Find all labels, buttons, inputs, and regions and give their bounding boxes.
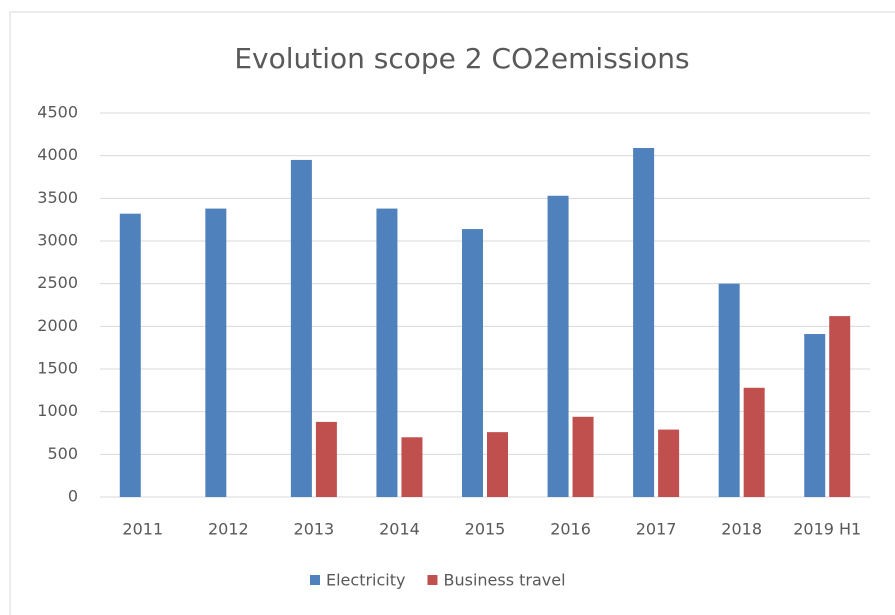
bar [743, 387, 765, 497]
bar [829, 316, 851, 497]
bar [205, 208, 227, 497]
x-tick-label: 2012 [208, 520, 249, 539]
y-tick-label: 3500 [37, 188, 78, 207]
x-tick-label: 2018 [721, 520, 762, 539]
x-tick-label: 2013 [294, 520, 335, 539]
chart-title: Evolution scope 2 CO2emissions [234, 42, 689, 75]
bar [119, 213, 141, 497]
x-tick-label: 2015 [465, 520, 506, 539]
bar [572, 416, 594, 497]
bar [315, 421, 337, 497]
bar [462, 229, 483, 497]
bar [804, 334, 826, 497]
legend-swatch [427, 575, 438, 585]
bar [290, 159, 312, 497]
y-tick-label: 3000 [37, 231, 78, 250]
legend-label: Electricity [326, 571, 405, 590]
legend-swatch [310, 575, 320, 585]
x-tick-label: 2011 [122, 520, 163, 539]
bar [401, 437, 423, 497]
y-tick-label: 2000 [37, 316, 78, 335]
y-tick-label: 1000 [37, 401, 78, 420]
y-tick-label: 500 [47, 444, 78, 463]
x-tick-label: 2017 [636, 520, 677, 539]
bar [658, 429, 680, 497]
bar [633, 147, 655, 497]
x-tick-label: 2019 H1 [793, 520, 861, 539]
bar [487, 432, 508, 497]
legend-label: Business travel [443, 571, 565, 590]
bar [376, 208, 398, 497]
x-tick-label: 2014 [379, 520, 420, 539]
y-tick-label: 4000 [37, 145, 78, 164]
y-tick-label: 1500 [37, 359, 78, 378]
x-tick-label: 2016 [550, 520, 591, 539]
bar [547, 195, 569, 498]
bar [718, 283, 740, 497]
y-tick-label: 0 [68, 487, 78, 506]
y-tick-label: 2500 [37, 273, 78, 292]
y-tick-label: 4500 [37, 103, 78, 122]
